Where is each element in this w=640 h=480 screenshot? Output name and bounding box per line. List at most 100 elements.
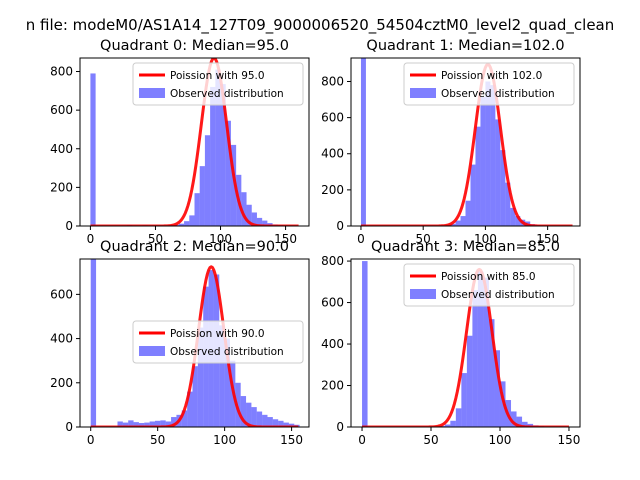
y-tick-label: 200 [321, 183, 344, 197]
y-tick-label: 0 [336, 219, 344, 233]
histogram-bar [461, 373, 467, 427]
legend-label-poisson: Poission with 85.0 [441, 271, 536, 283]
x-tick-label: 100 [489, 433, 512, 447]
histogram-bar [455, 408, 462, 427]
histogram-bar [197, 327, 204, 427]
histogram-bar [272, 419, 279, 427]
histogram-bar [495, 119, 501, 226]
histogram-bar [165, 421, 172, 427]
legend-label-observed: Observed distribution [170, 88, 284, 100]
histogram-bar [225, 120, 231, 226]
axes-frame [350, 57, 581, 227]
histogram-bar [122, 422, 129, 427]
x-tick-label: 150 [274, 232, 297, 246]
histogram-bar [477, 271, 484, 427]
histogram-bar [505, 182, 511, 226]
histogram-bar [480, 96, 486, 226]
legend-label-poisson: Poission with 102.0 [441, 70, 542, 82]
histogram-bar [500, 150, 506, 226]
histogram-bar [224, 338, 230, 427]
subplot-title: Quadrant 3: Median=85.0 [371, 239, 560, 255]
histogram-bar [160, 420, 166, 427]
y-tick-label: 800 [50, 65, 73, 79]
histogram-bar [192, 366, 198, 427]
y-tick-label: 800 [321, 254, 344, 268]
legend: Poission with 95.0 Observed distribution [132, 62, 304, 106]
y-tick-label: 400 [50, 332, 73, 346]
histogram-bar [251, 212, 257, 226]
legend-label-observed: Observed distribution [441, 88, 555, 100]
legend-patch-swatch [139, 88, 165, 98]
legend-box [132, 62, 304, 106]
x-tick-label: 50 [148, 232, 163, 246]
histogram-bar [515, 216, 521, 226]
legend-box [403, 62, 575, 106]
histogram-bar [488, 319, 495, 427]
subplot-quadrant-2: 0 50 100 150 0 200 400 600 Quadrant 2: Median=90… [50, 239, 310, 447]
histogram-bar [455, 220, 461, 226]
histogram-bar [240, 396, 247, 427]
legend-patch-swatch [410, 88, 436, 98]
histogram-bar [187, 391, 193, 427]
y-tick-label: 200 [50, 180, 73, 194]
legend-patch-swatch [410, 289, 436, 299]
histogram-bar [210, 86, 216, 226]
histogram-bar [522, 421, 528, 427]
histogram-bar [128, 420, 134, 427]
x-tick-label: 100 [474, 232, 497, 246]
histogram-bar [149, 421, 155, 427]
histogram-bar [499, 381, 506, 427]
histogram-bar [133, 422, 139, 427]
subplot-grid: 0 50 100 150 0 200 400 600 800 Quadrant 0: Median… [50, 38, 581, 447]
legend-label-observed: Observed distribution [441, 289, 555, 301]
axes-frame [79, 57, 310, 227]
histogram-bar [360, 58, 366, 226]
legend: Poission with 102.0 Observed distribution [403, 62, 575, 106]
legend: Poission with 85.0 Observed distribution [403, 263, 575, 307]
histogram-bar [241, 192, 247, 226]
histogram-bar [154, 420, 161, 427]
x-tick-label: 150 [558, 433, 581, 447]
figure-suptitle: n file: modeM0/AS1A14_127T09_9000006520_… [26, 16, 615, 35]
histogram-bar [230, 144, 237, 226]
y-tick-label: 400 [50, 142, 73, 156]
histogram-bar [138, 423, 145, 427]
x-tick-label: 150 [536, 232, 559, 246]
histogram-bar [178, 223, 185, 226]
y-tick-label: 0 [65, 420, 73, 434]
y-tick-label: 200 [50, 376, 73, 390]
y-tick-label: 600 [50, 103, 73, 117]
histogram-bar [494, 350, 500, 427]
x-tick-label: 0 [87, 433, 95, 447]
y-tick-label: 600 [321, 111, 344, 125]
subplot-quadrant-3: 0 50 100 150 0 200 400 600 800 Quadrant 3: Median… [321, 239, 581, 447]
histogram-bar [444, 424, 451, 427]
subplot-title: Quadrant 0: Median=95.0 [100, 38, 289, 54]
y-tick-label: 400 [321, 147, 344, 161]
histogram-bar [184, 221, 190, 226]
axes-frame [79, 258, 310, 428]
legend-box [132, 320, 304, 364]
histogram-bar [117, 421, 123, 427]
histogram-bar [450, 223, 456, 226]
histogram-bar [171, 417, 177, 427]
histogram-bar [511, 411, 517, 427]
histogram-bar [475, 126, 481, 226]
histogram-bar [466, 335, 473, 427]
histogram-bar [439, 425, 445, 427]
y-tick-label: 400 [321, 337, 344, 351]
histogram-bar [199, 166, 205, 226]
subplot-quadrant-0: 0 50 100 150 0 200 400 600 800 Quadrant 0: Median… [50, 38, 310, 246]
histogram-bar [450, 420, 456, 427]
subplot-title: Quadrant 1: Median=102.0 [366, 38, 564, 54]
histogram-bar [362, 261, 368, 427]
histogram-bar [278, 420, 284, 427]
legend-label-poisson: Poission with 90.0 [170, 328, 265, 340]
x-tick-label: 50 [423, 433, 438, 447]
histogram-bar [490, 85, 496, 226]
y-tick-label: 0 [65, 219, 73, 233]
histogram-bar [283, 422, 289, 427]
histogram-bar [204, 135, 211, 226]
histogram-bar [262, 220, 268, 226]
legend-patch-swatch [139, 346, 165, 356]
